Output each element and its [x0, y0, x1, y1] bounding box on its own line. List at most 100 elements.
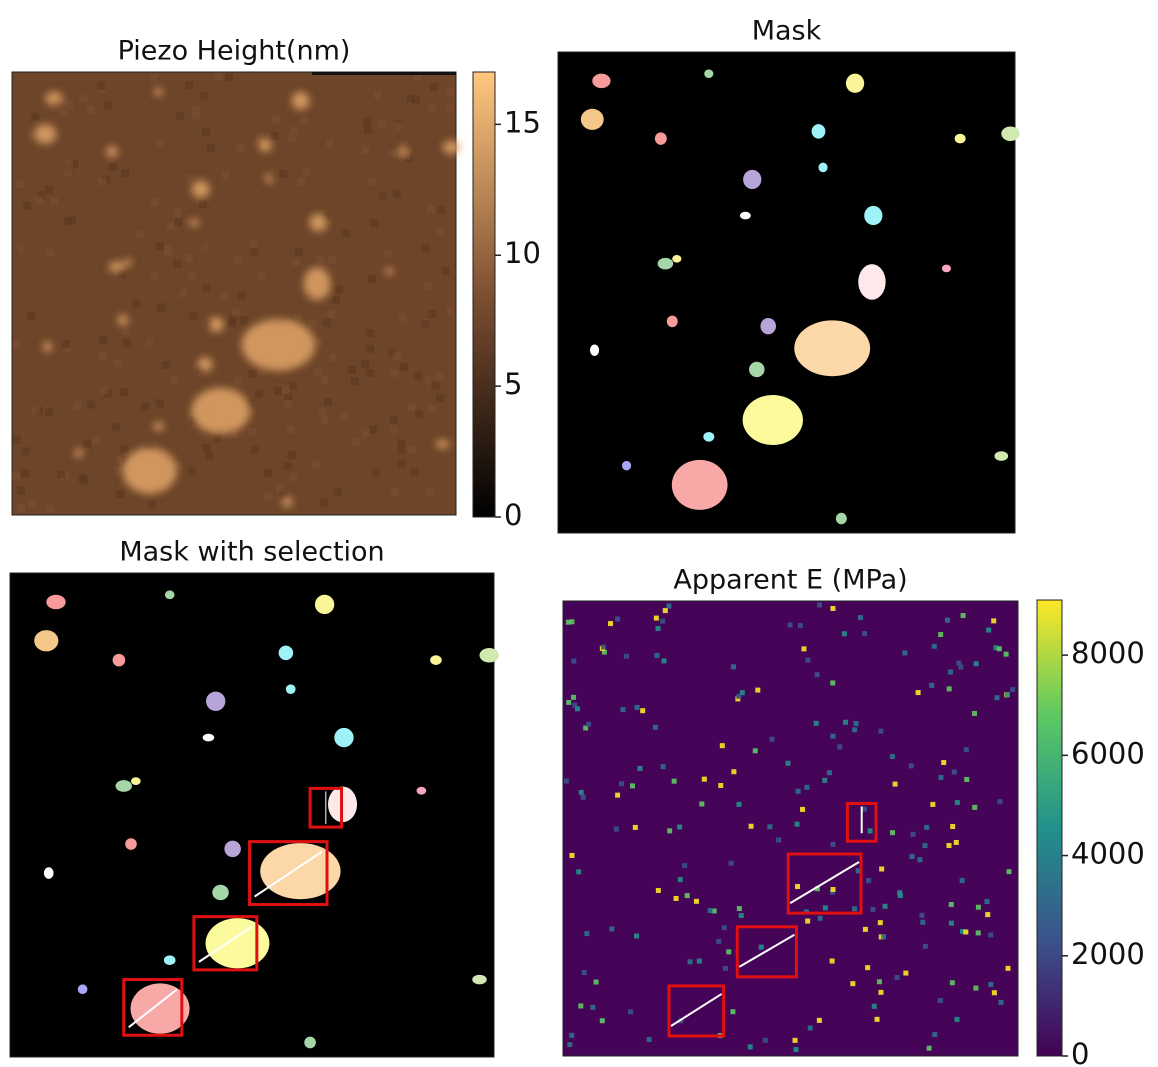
pixel [739, 690, 745, 696]
pixel [736, 693, 742, 699]
pixel [816, 1017, 822, 1023]
texture [59, 108, 68, 117]
texture [425, 487, 434, 496]
pixel [630, 783, 636, 789]
texture [215, 72, 224, 81]
texture [187, 271, 196, 280]
texture [145, 339, 154, 348]
pixel [817, 602, 823, 608]
texture [163, 245, 172, 254]
texture [170, 376, 179, 385]
texture [237, 291, 246, 300]
texture [327, 309, 336, 318]
pixel [805, 657, 811, 663]
texture [175, 111, 184, 120]
texture [28, 131, 37, 140]
spot [188, 219, 200, 227]
texture [166, 221, 175, 230]
pixel [637, 765, 643, 771]
texture [342, 229, 351, 238]
pixel [593, 979, 599, 985]
pixel [889, 754, 895, 760]
pixel [580, 794, 586, 800]
texture [383, 249, 392, 258]
pixel [584, 931, 590, 937]
texture [155, 399, 164, 408]
pixel [822, 905, 828, 911]
pixel [960, 613, 966, 619]
texture [335, 284, 344, 293]
texture [365, 329, 374, 338]
pixel [578, 789, 584, 795]
colorbar-tick-label: 2000 [1071, 937, 1145, 971]
texture [20, 469, 29, 478]
mask-region [278, 645, 294, 661]
pixel [830, 841, 836, 847]
image-content [563, 602, 1016, 1053]
texture [411, 96, 420, 105]
texture [414, 410, 423, 419]
texture [202, 443, 211, 452]
texture [16, 486, 25, 495]
texture [114, 358, 123, 367]
pixel [609, 926, 615, 932]
texture [367, 275, 376, 284]
texture [361, 428, 370, 437]
texture [398, 315, 407, 324]
texture [12, 340, 21, 349]
pixel [707, 908, 713, 914]
texture [332, 295, 341, 304]
texture [322, 213, 331, 222]
image-area [562, 600, 1019, 1057]
texture [67, 216, 76, 225]
texture [435, 372, 444, 381]
texture [132, 299, 141, 308]
mask-region [621, 460, 632, 471]
pixel [958, 664, 964, 670]
texture [350, 377, 359, 386]
texture [446, 307, 455, 316]
mask-region [314, 594, 335, 615]
pixel [866, 878, 872, 884]
texture [112, 423, 121, 432]
texture [248, 369, 257, 378]
pixel [590, 1004, 596, 1010]
texture [44, 408, 53, 417]
pixel [937, 997, 943, 1003]
texture [284, 392, 293, 401]
spot [291, 91, 310, 110]
mask-region [941, 264, 952, 273]
texture [97, 82, 106, 91]
pixel [667, 828, 673, 834]
texture [92, 436, 101, 445]
pixel [857, 615, 863, 621]
pixel [776, 837, 782, 843]
texture [365, 344, 374, 353]
texture [320, 375, 329, 384]
pixel [655, 625, 661, 631]
pixel [843, 719, 849, 725]
pixel [807, 1025, 813, 1031]
mask-region [589, 344, 600, 356]
pixel [787, 622, 793, 628]
texture [189, 416, 198, 425]
texture [441, 266, 450, 275]
texture [162, 361, 171, 370]
mask-region [858, 264, 886, 300]
texture [135, 230, 144, 239]
texture [175, 461, 184, 470]
colorbar [1036, 599, 1063, 1057]
texture [116, 489, 125, 498]
texture [297, 178, 306, 187]
pixel [956, 660, 962, 666]
pixel [930, 801, 936, 807]
pixel [794, 821, 800, 827]
texture [428, 310, 437, 319]
pixel [583, 725, 589, 731]
texture [361, 359, 370, 368]
pixel [569, 619, 575, 625]
texture [83, 439, 92, 448]
pixel [563, 778, 569, 784]
pixel [950, 823, 956, 829]
mask-region [334, 727, 354, 748]
